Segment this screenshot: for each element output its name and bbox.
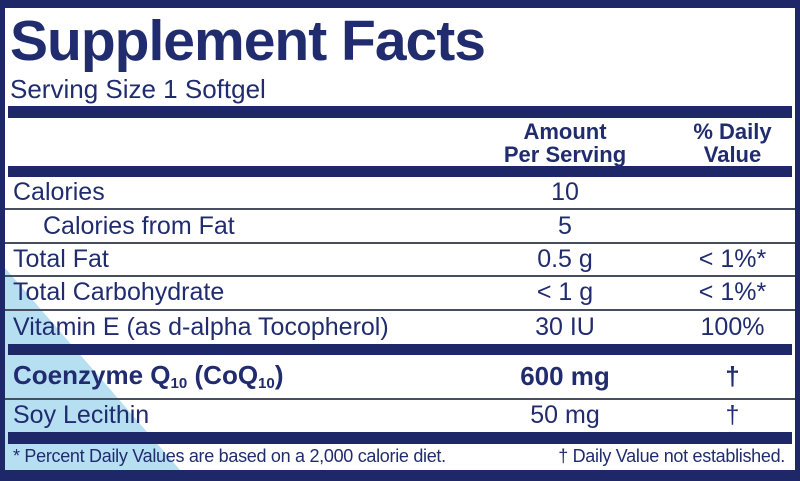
amount-value: 0.5 g xyxy=(537,244,593,273)
label-frame: Supplement Facts Serving Size 1 Softgel … xyxy=(0,8,800,470)
amount-value: < 1 g xyxy=(536,278,594,307)
amount-header-line2: Per Serving xyxy=(503,142,627,167)
daily-value-dagger: † xyxy=(725,401,740,430)
dv-header-line2: Value xyxy=(703,142,762,167)
nutrient-name: Calories xyxy=(13,178,105,207)
amount-per-serving-header: Amount Per Serving xyxy=(460,120,670,166)
nutrient-name: Coenzyme Q10 (CoQ10) xyxy=(5,360,460,392)
coq-subscript: 10 xyxy=(170,375,188,393)
nutrient-name: Calories from Fat xyxy=(43,211,235,240)
label-title: Supplement Facts xyxy=(10,9,486,73)
amount-value: 10 xyxy=(551,178,579,207)
nutrient-row-total-carbohydrate: Total Carbohydrate < 1 g < 1%* xyxy=(5,277,795,311)
nutrient-row-calories: Calories 10 xyxy=(5,177,795,211)
top-border-bar xyxy=(0,0,800,8)
nutrient-row-vitamin-e: Vitamin E (as d-alpha Tocopherol) 30 IU … xyxy=(5,311,795,344)
serving-size-text: Serving Size 1 Softgel xyxy=(10,74,266,104)
nutrient-row-total-fat: Total Fat 0.5 g < 1%* xyxy=(5,244,795,278)
daily-value: < 1%* xyxy=(698,278,767,307)
daily-value: 100% xyxy=(700,312,765,341)
amount-value: 5 xyxy=(558,211,572,240)
nutrient-row-calories-from-fat: Calories from Fat 5 xyxy=(5,210,795,244)
nutrient-row-soy-lecithin: Soy Lecithin 50 mg † xyxy=(5,400,795,432)
daily-value: < 1%* xyxy=(698,244,767,273)
footnote-dagger-note: † Daily Value not established. xyxy=(558,446,785,467)
coq-name-part: (CoQ xyxy=(187,360,259,391)
footnote: * Percent Daily Values are based on a 2,… xyxy=(5,444,795,470)
coq-name-part: ) xyxy=(274,360,284,391)
nutrient-row-coenzyme-q10: Coenzyme Q10 (CoQ10) 600 mg † xyxy=(5,355,795,400)
percent-daily-value-header: % Daily Value xyxy=(670,120,795,166)
divider-bar-1 xyxy=(8,106,792,118)
amount-value: 600 mg xyxy=(520,360,610,391)
nutrient-name: Total Fat xyxy=(13,244,109,273)
dv-header-line1: % Daily xyxy=(693,119,772,144)
nutrient-name: Soy Lecithin xyxy=(13,401,150,430)
table-header: Amount Per Serving % Daily Value xyxy=(5,118,795,166)
nutrient-name: Vitamin E (as d-alpha Tocopherol) xyxy=(13,312,389,341)
footnote-daily-values: * Percent Daily Values are based on a 2,… xyxy=(13,446,446,467)
amount-value: 50 mg xyxy=(530,401,600,430)
amount-header-line1: Amount xyxy=(523,119,607,144)
daily-value-dagger: † xyxy=(725,360,740,391)
divider-bar-4 xyxy=(8,431,792,444)
nutrient-name: Total Carbohydrate xyxy=(13,278,225,307)
divider-bar-2 xyxy=(8,166,792,177)
coq-name-part: Coenzyme Q xyxy=(13,360,171,391)
divider-bar-3 xyxy=(8,343,792,355)
bottom-border-bar xyxy=(0,470,800,481)
amount-value: 30 IU xyxy=(535,312,595,341)
coq-subscript: 10 xyxy=(258,375,275,393)
